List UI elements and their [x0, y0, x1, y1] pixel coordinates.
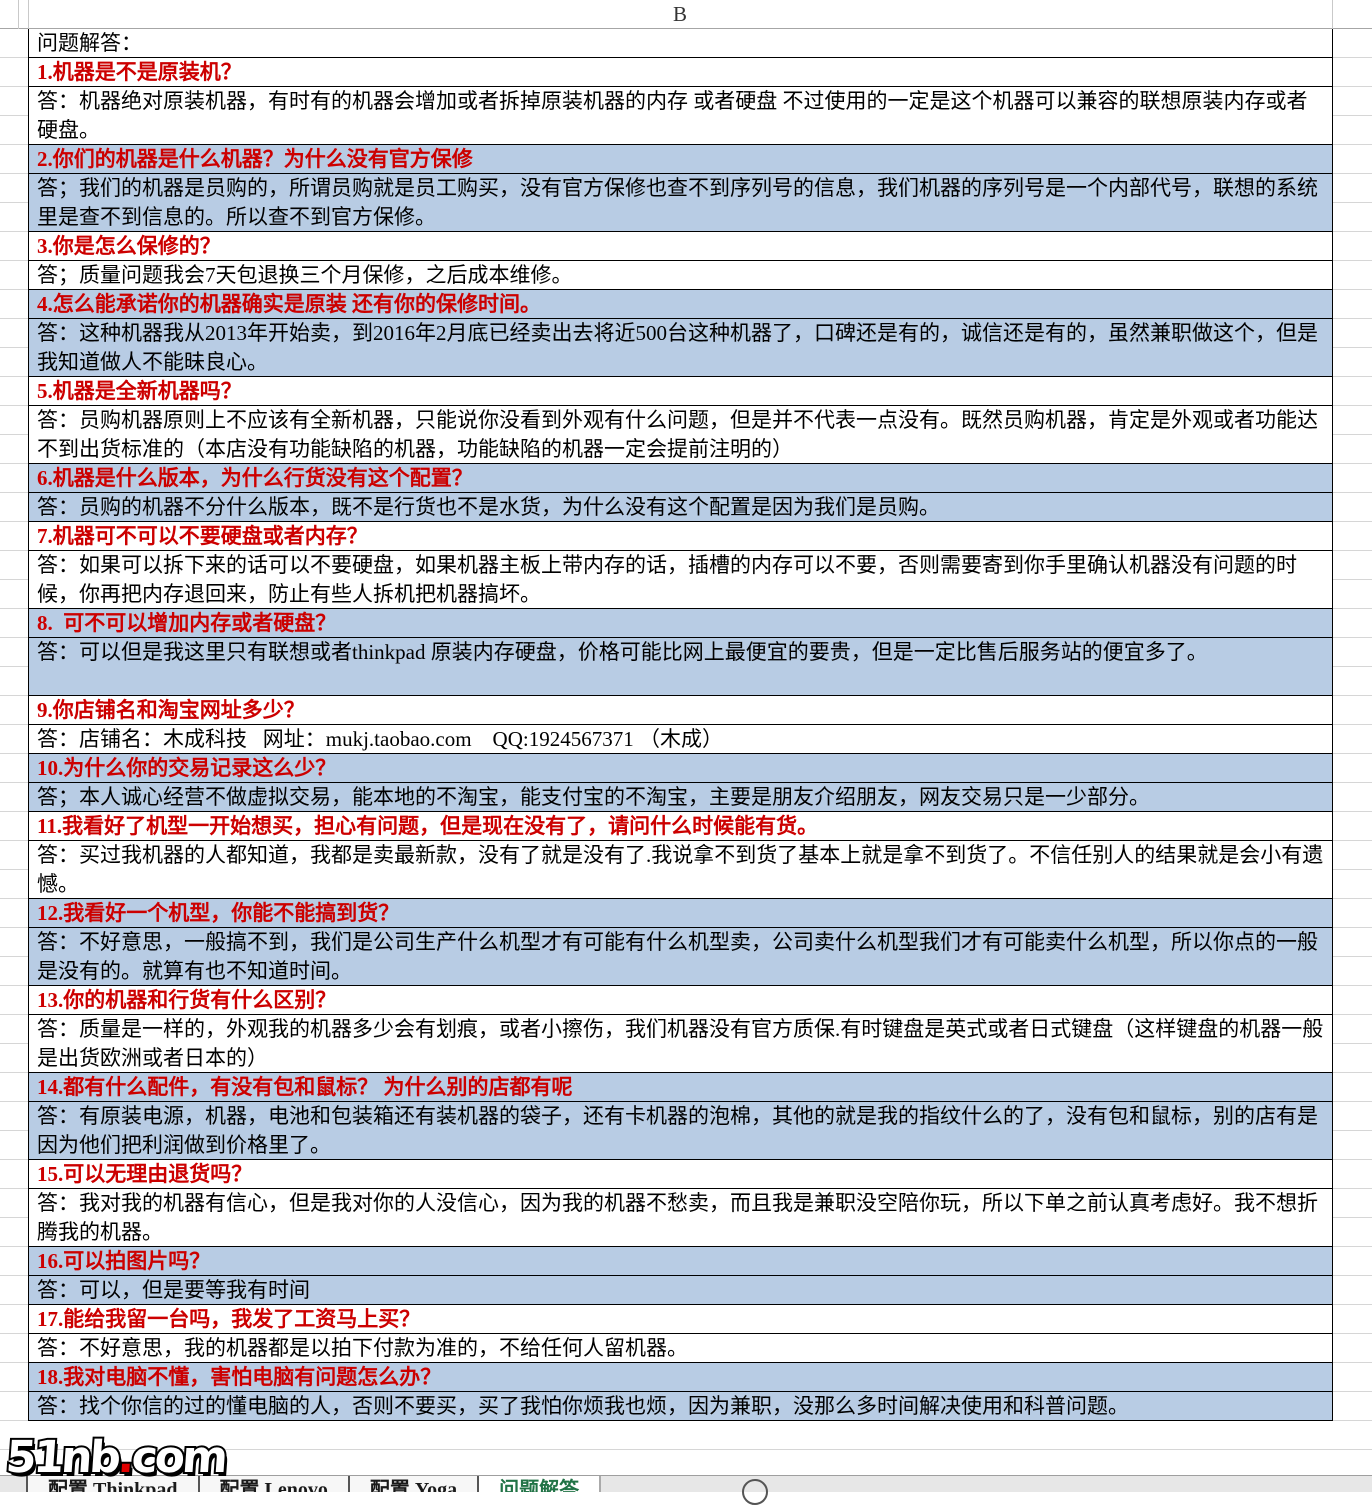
- qa-answer-row-13[interactable]: 答：质量是一样的，外观我的机器多少会有划痕，或者小擦伤，我们机器没有官方质保.有…: [29, 1015, 1332, 1073]
- qa-question-row-11[interactable]: 11.我看好了机型一开始想买，担心有问题，但是现在没有了，请问什么时候能有货。: [29, 812, 1332, 841]
- column-header-row: B: [0, 0, 1372, 29]
- qa-question-row-13[interactable]: 13.你的机器和行货有什么区别？: [29, 986, 1332, 1015]
- grid-tick: [28, 0, 29, 29]
- qa-answer-row-14[interactable]: 答：有原装电源，机器，电池和包装箱还有装机器的袋子，还有卡机器的泡棉，其他的就是…: [29, 1102, 1332, 1160]
- watermark-text: com: [128, 1430, 229, 1485]
- qa-question-row-6[interactable]: 6.机器是什么版本，为什么行货没有这个配置？: [29, 464, 1332, 493]
- grid-tick: [1332, 0, 1333, 29]
- qa-answer-row-2[interactable]: 答；我们的机器是员购的，所谓员购就是员工购买，没有官方保修也查不到序列号的信息，…: [29, 174, 1332, 232]
- qa-answer-row-12[interactable]: 答：不好意思，一般搞不到，我们是公司生产什么机型才有可能有什么机型卖，公司卖什么…: [29, 928, 1332, 986]
- tab-qa-active[interactable]: 问题解答: [477, 1476, 602, 1492]
- sheet-title-row[interactable]: 问题解答：: [29, 29, 1332, 58]
- grid-tick: [18, 0, 19, 29]
- column-header-b[interactable]: B: [672, 2, 687, 26]
- grid-sliver-right: [1333, 29, 1372, 1421]
- qa-answer-row-18[interactable]: 答：找个你信的过的懂电脑的人，否则不要买，买了我怕你烦我也烦，因为兼职，没那么多…: [29, 1392, 1332, 1421]
- qa-question-row-12[interactable]: 12.我看好一个机型，你能不能搞到货？: [29, 899, 1332, 928]
- qa-answer-row-10[interactable]: 答；本人诚心经营不做虚拟交易，能本地的不淘宝，能支付宝的不淘宝，主要是朋友介绍朋…: [29, 783, 1332, 812]
- tab-config-yoga[interactable]: 配置 Yoga: [347, 1476, 478, 1492]
- qa-question-row-17[interactable]: 17.能给我留一台吗，我发了工资马上买？: [29, 1305, 1332, 1334]
- qa-answer-row-9[interactable]: 答：店铺名：木成科技 网址：mukj.taobao.com QQ:1924567…: [29, 725, 1332, 754]
- qa-question-row-4[interactable]: 4.怎么能承诺你的机器确实是原装 还有你的保修时间。: [29, 290, 1332, 319]
- qa-question-row-10[interactable]: 10.为什么你的交易记录这么少？: [29, 754, 1332, 783]
- qa-answer-row-11[interactable]: 答：买过我机器的人都知道，我都是卖最新款，没有了就是没有了.我说拿不到货了基本上…: [29, 841, 1332, 899]
- qa-answer-row-6[interactable]: 答：员购的机器不分什么版本，既不是行货也不是水货，为什么没有这个配置是因为我们是…: [29, 493, 1332, 522]
- qa-answer-row-7[interactable]: 答：如果可以拆下来的话可以不要硬盘，如果机器主板上带内存的话，插槽的内存可以不要…: [29, 551, 1332, 609]
- qa-answer-row-15[interactable]: 答：我对我的机器有信心，但是我对你的人没信心，因为我的机器不愁卖，而且我是兼职没…: [29, 1189, 1332, 1247]
- qa-question-row-1[interactable]: 1.机器是不是原装机？: [29, 58, 1332, 87]
- qa-question-row-14[interactable]: 14.都有什么配件，有没有包和鼠标？ 为什么别的店都有呢: [29, 1073, 1332, 1102]
- tab-config-lenovo[interactable]: 配置 Lenovo: [197, 1476, 348, 1492]
- qa-answer-row-3[interactable]: 答；质量问题我会7天包退换三个月保修，之后成本维修。: [29, 261, 1332, 290]
- qa-question-row-7[interactable]: 7.机器可不可以不要硬盘或者内存？: [29, 522, 1332, 551]
- qa-question-row-2[interactable]: 2.你们的机器是什么机器？为什么没有官方保修: [29, 145, 1332, 174]
- qa-question-row-3[interactable]: 3.你是怎么保修的？: [29, 232, 1332, 261]
- qa-table: 问题解答： 1.机器是不是原装机？ 答：机器绝对原装机器，有时有的机器会增加或者拆掉…: [28, 29, 1333, 1421]
- grid-sliver-left: [0, 29, 28, 1421]
- gridline: [0, 1449, 1372, 1450]
- qa-answer-row-1[interactable]: 答：机器绝对原装机器，有时有的机器会增加或者拆掉原装机器的内存 或者硬盘 不过使…: [29, 87, 1332, 145]
- watermark-51nb: 51nb.com: [2, 1430, 229, 1485]
- qa-answer-row-5[interactable]: 答：员购机器原则上不应该有全新机器，只能说你没看到外观有什么问题，但是并不代表一…: [29, 406, 1332, 464]
- qa-question-row-5[interactable]: 5.机器是全新机器吗？: [29, 377, 1332, 406]
- qa-answer-row-17[interactable]: 答：不好意思，我的机器都是以拍下付款为准的，不给任何人留机器。: [29, 1334, 1332, 1363]
- qa-question-row-15[interactable]: 15.可以无理由退货吗？: [29, 1160, 1332, 1189]
- qa-question-row-16[interactable]: 16.可以拍图片吗？: [29, 1247, 1332, 1276]
- qa-answer-row-4[interactable]: 答：这种机器我从2013年开始卖，到2016年2月底已经卖出去将近500台这种机…: [29, 319, 1332, 377]
- qa-answer-row-8[interactable]: 答：可以但是我这里只有联想或者thinkpad 原装内存硬盘，价格可能比网上最便…: [29, 638, 1332, 696]
- sheet-tab-bar: 配置 Thinkpad 配置 Lenovo 配置 Yoga 问题解答: [0, 1475, 1372, 1492]
- watermark-text: 51nb: [2, 1430, 122, 1485]
- qa-question-row-9[interactable]: 9.你店铺名和淘宝网址多少？: [29, 696, 1332, 725]
- tabbar-fill: [601, 1476, 1372, 1492]
- sheet-scroll-circle-icon[interactable]: [742, 1479, 768, 1505]
- qa-question-row-18[interactable]: 18.我对电脑不懂，害怕电脑有问题怎么办？: [29, 1363, 1332, 1392]
- qa-question-row-8[interactable]: 8. 可不可以增加内存或者硬盘？: [29, 609, 1332, 638]
- qa-answer-row-16[interactable]: 答：可以，但是要等我有时间: [29, 1276, 1332, 1305]
- tab-config-thinkpad[interactable]: 配置 Thinkpad: [26, 1476, 198, 1492]
